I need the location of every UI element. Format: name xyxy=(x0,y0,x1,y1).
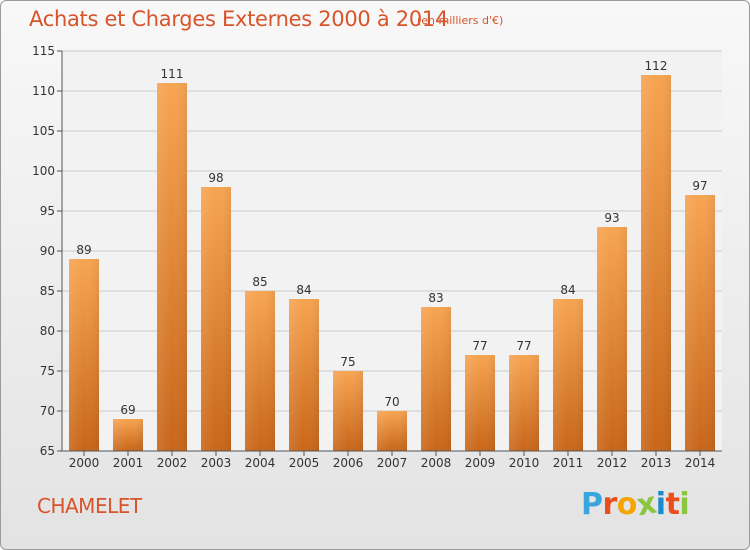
data-labels: 89 69 111 98 85 84 75 70 83 77 77 84 93 112 97 xyxy=(76,59,707,417)
y-tick-label: 110 xyxy=(32,84,55,98)
bar-shine xyxy=(157,83,187,451)
x-tick-label: 2008 xyxy=(421,456,452,470)
y-tick-label: 80 xyxy=(40,324,55,338)
data-label: 98 xyxy=(208,171,223,185)
brand-letter: i xyxy=(655,487,666,522)
x-tick-label: 2004 xyxy=(245,456,276,470)
x-tick-label: 2009 xyxy=(465,456,496,470)
brand-letter: P xyxy=(581,487,603,522)
data-label: 85 xyxy=(252,275,267,289)
data-label: 111 xyxy=(161,67,184,81)
data-label: 93 xyxy=(604,211,619,225)
y-tick-label: 70 xyxy=(40,404,55,418)
brand-letter: i xyxy=(679,487,690,522)
data-label: 77 xyxy=(472,339,487,353)
y-tick-label: 65 xyxy=(40,444,55,458)
axes: 65 70 75 80 85 90 95 100 105 110 115 2000 2001 2002 20… xyxy=(32,44,722,470)
y-tick-label: 75 xyxy=(40,364,55,378)
x-tick-label: 2011 xyxy=(553,456,584,470)
data-label: 83 xyxy=(428,291,443,305)
chart-title: Achats et Charges Externes 2000 à 2014 xyxy=(29,7,449,31)
data-label: 84 xyxy=(560,283,575,297)
bar-shine xyxy=(685,195,715,451)
data-label: 70 xyxy=(384,395,399,409)
x-tick-label: 2010 xyxy=(509,456,540,470)
y-tick-label: 115 xyxy=(32,44,55,58)
commune-name: CHAMELET xyxy=(37,494,142,518)
bar-shine xyxy=(465,355,495,451)
brand-letter: t xyxy=(665,487,680,522)
data-label: 97 xyxy=(692,179,707,193)
x-tick-label: 2001 xyxy=(113,456,144,470)
bar-shine xyxy=(641,75,671,451)
bar-shine xyxy=(69,259,99,451)
data-label: 112 xyxy=(645,59,668,73)
bar-shine xyxy=(289,299,319,451)
bar-shine xyxy=(333,371,363,451)
brand-letter: r xyxy=(602,487,618,522)
data-label: 77 xyxy=(516,339,531,353)
x-tick-label: 2007 xyxy=(377,456,408,470)
bar-shine xyxy=(509,355,539,451)
bar-shine xyxy=(245,291,275,451)
y-tick-label: 90 xyxy=(40,244,55,258)
data-label: 69 xyxy=(120,403,135,417)
x-tick-label: 2003 xyxy=(201,456,232,470)
x-tick-label: 2002 xyxy=(157,456,188,470)
bar-shine xyxy=(377,411,407,451)
bar-shine xyxy=(597,227,627,451)
bars xyxy=(69,75,715,451)
bar-shine xyxy=(421,307,451,451)
x-tick-label: 2012 xyxy=(597,456,628,470)
x-tick-label: 2006 xyxy=(333,456,364,470)
chart-subtitle: (en milliers d'€) xyxy=(417,14,504,27)
x-tick-label: 2005 xyxy=(289,456,320,470)
y-tick-label: 105 xyxy=(32,124,55,138)
bar-shine xyxy=(553,299,583,451)
data-label: 89 xyxy=(76,243,91,257)
y-tick-label: 85 xyxy=(40,284,55,298)
bar-shine xyxy=(201,187,231,451)
x-tick-label: 2000 xyxy=(69,456,100,470)
brand-letter: o xyxy=(616,487,638,522)
y-tick-label: 100 xyxy=(32,164,55,178)
data-label: 75 xyxy=(340,355,355,369)
data-label: 84 xyxy=(296,283,311,297)
x-tick-label: 2013 xyxy=(641,456,672,470)
x-tick-label: 2014 xyxy=(685,456,716,470)
y-tick-label: 95 xyxy=(40,204,55,218)
proxiti-logo[interactable]: Proxiti xyxy=(581,486,690,524)
bar-shine xyxy=(113,419,143,451)
